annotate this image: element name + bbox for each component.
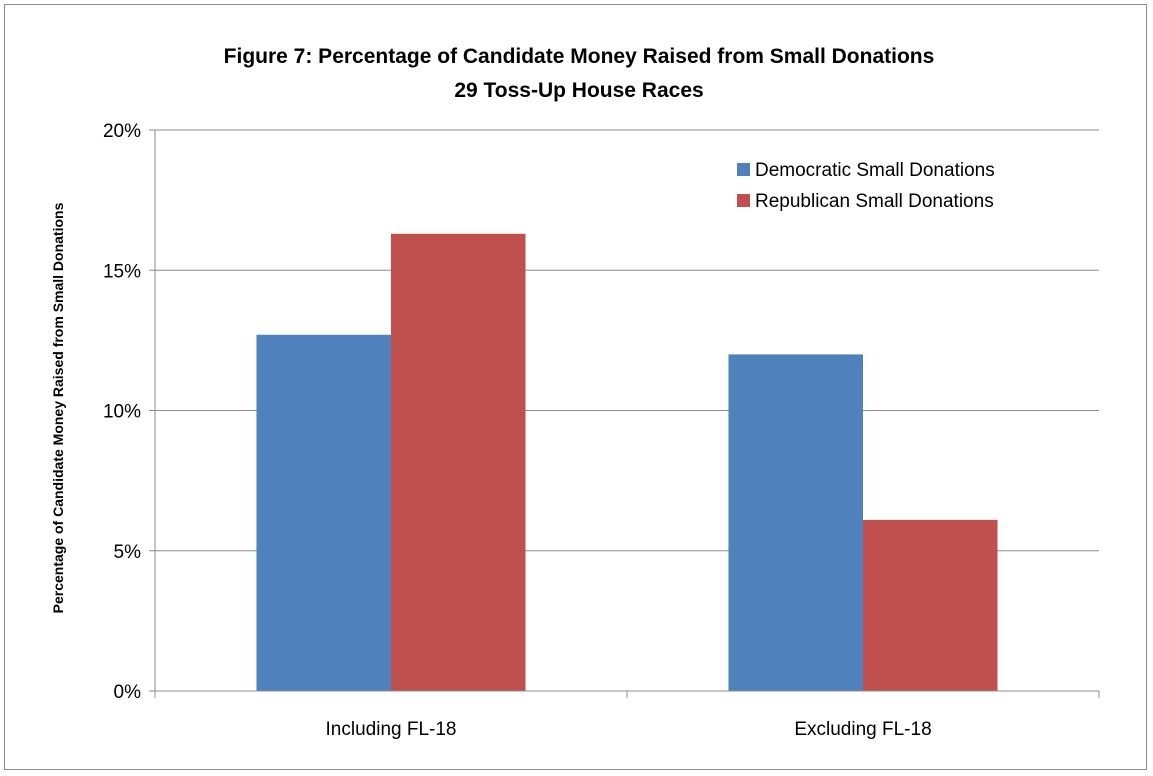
bar bbox=[863, 519, 998, 691]
y-tick-label: 20% bbox=[103, 121, 141, 142]
legend-label: Democratic Small Donations bbox=[755, 160, 995, 181]
axes bbox=[154, 130, 1100, 698]
legend-label: Republican Small Donations bbox=[755, 191, 994, 212]
bar bbox=[391, 233, 526, 691]
y-tick-label: 10% bbox=[103, 402, 141, 423]
y-tick-label: 5% bbox=[114, 542, 142, 563]
chart-title: Figure 7: Percentage of Candidate Money … bbox=[224, 45, 935, 68]
y-axis-ticks: 0% 5% 10% 15% 20% bbox=[103, 121, 155, 703]
x-category-label: Including FL-18 bbox=[326, 719, 457, 740]
bar bbox=[256, 334, 391, 691]
legend: Democratic Small Donations Republican Sma… bbox=[737, 160, 995, 212]
chart-frame: Figure 7: Percentage of Candidate Money … bbox=[4, 4, 1147, 770]
y-tick-label: 15% bbox=[103, 261, 141, 282]
y-axis-label: Percentage of Candidate Money Raised fro… bbox=[50, 202, 66, 613]
chart-subtitle: 29 Toss-Up House Races bbox=[454, 79, 703, 102]
legend-swatch bbox=[737, 163, 750, 176]
y-tick-label: 0% bbox=[114, 682, 142, 703]
x-category-label: Excluding FL-18 bbox=[794, 719, 931, 740]
bars bbox=[256, 233, 998, 691]
bar bbox=[728, 354, 863, 691]
bar-chart: Figure 7: Percentage of Candidate Money … bbox=[50, 45, 1100, 740]
legend-swatch bbox=[737, 194, 750, 207]
x-axis-categories: Including FL-18 Excluding FL-18 bbox=[326, 719, 932, 740]
